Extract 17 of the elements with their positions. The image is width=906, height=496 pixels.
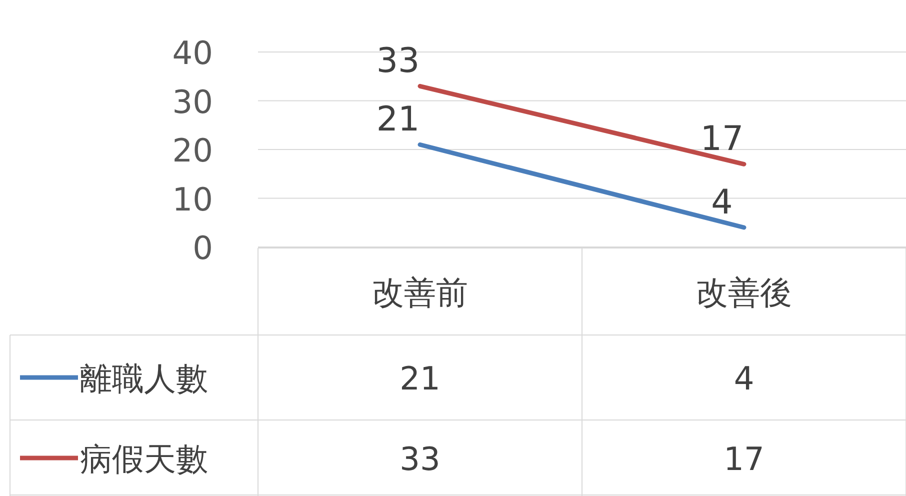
y-tick-label: 0 (192, 229, 213, 267)
data-label: 17 (724, 440, 764, 478)
y-tick-label: 30 (172, 82, 213, 121)
data-label: 21 (400, 360, 440, 398)
x-tick-label: 改善前 (372, 274, 468, 312)
data-label: 33 (400, 440, 440, 478)
legend-label: 離職人數 (80, 360, 208, 398)
y-tick-label: 40 (172, 34, 213, 72)
text: 33 (376, 41, 420, 82)
text: 4 (711, 182, 733, 222)
y-tick-label: 20 (172, 132, 213, 170)
text: 17 (700, 119, 744, 160)
y-tick-label: 10 (172, 180, 213, 218)
text: 21 (376, 100, 420, 140)
x-tick-label: 改善後 (696, 274, 792, 312)
data-label: 4 (734, 360, 754, 398)
legend-label: 病假天數 (80, 440, 208, 478)
